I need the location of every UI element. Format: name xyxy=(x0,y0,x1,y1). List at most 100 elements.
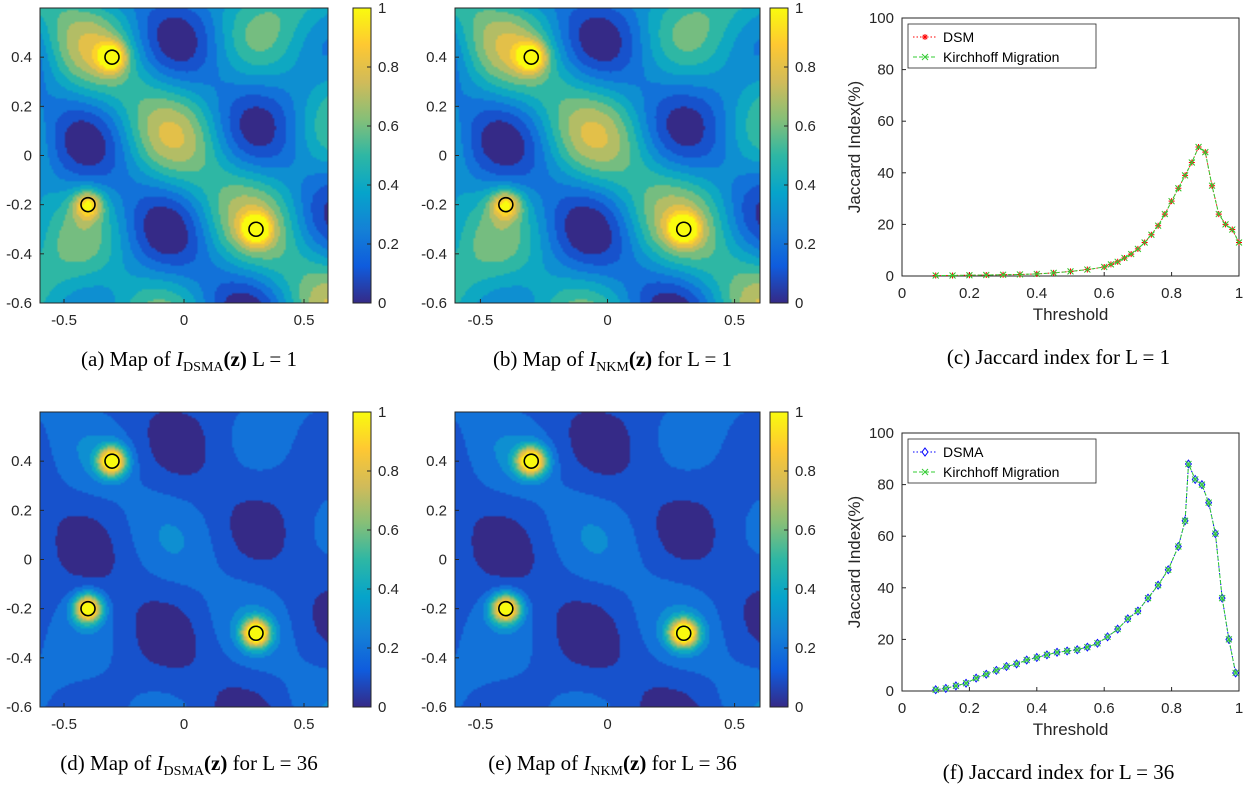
x-tick-label: 0.2 xyxy=(959,700,980,717)
y-tick-label: -0.2 xyxy=(6,197,32,214)
x-tick-label: 0.6 xyxy=(1094,285,1115,302)
data-point xyxy=(1181,517,1189,525)
y-tick-label: -0.6 xyxy=(421,699,447,716)
y-tick-label: -0.2 xyxy=(6,601,32,618)
heatmap-image xyxy=(40,412,328,707)
colorbar-tick-label: 0.4 xyxy=(378,581,399,598)
x-tick-label: 0 xyxy=(180,312,188,329)
x-tick-label: 1 xyxy=(1235,285,1243,302)
data-point xyxy=(1188,159,1196,166)
data-point xyxy=(1164,566,1172,574)
colorbar-tick-label: 0.2 xyxy=(378,236,399,253)
y-tick-label: -0.6 xyxy=(421,295,447,312)
data-point xyxy=(1033,270,1041,278)
data-point xyxy=(1114,625,1122,633)
colorbar-tick-label: 0.8 xyxy=(378,59,399,76)
colorbar-tick-label: 1 xyxy=(378,404,386,421)
panel-caption: (e) Map of INKM(z) for L = 36 xyxy=(488,751,736,779)
y-tick-label: -0.4 xyxy=(421,650,447,667)
x-tick-label: 0.2 xyxy=(959,285,980,302)
caption-tail: for L = 36 xyxy=(646,751,736,775)
colorbar-tick-label: 0.6 xyxy=(795,118,816,135)
legend-label: DSMA xyxy=(943,444,984,460)
caption-subscript: NKM xyxy=(596,360,629,375)
x-tick-label: 0 xyxy=(898,700,906,717)
panel-caption: (a) Map of IDSMA(z) L = 1 xyxy=(81,347,297,375)
y-tick-label: 0.2 xyxy=(11,98,32,115)
y-tick-label: 0 xyxy=(439,148,447,165)
colorbar-tick-label: 0.2 xyxy=(378,640,399,657)
target-circle xyxy=(248,221,264,238)
target-circle xyxy=(104,453,120,469)
legend-label: Kirchhoff Migration xyxy=(943,49,1059,65)
data-point xyxy=(1168,197,1175,205)
legend-marker xyxy=(921,53,929,61)
x-tick-label: -0.5 xyxy=(51,312,77,329)
colorbar-tick-label: 0.6 xyxy=(795,522,816,539)
colorbar-tick-label: 0.2 xyxy=(795,236,816,253)
data-point xyxy=(1144,594,1152,602)
y-tick-label: 100 xyxy=(869,425,894,442)
caption-tail: L = 1 xyxy=(247,347,297,371)
target-circle xyxy=(498,600,514,617)
data-point xyxy=(1043,651,1051,659)
data-point xyxy=(1232,669,1239,677)
data-point xyxy=(1100,263,1108,271)
caption-symbol: I xyxy=(582,751,591,775)
colorbar xyxy=(352,411,372,708)
colorbar-tick-label: 0.4 xyxy=(795,581,816,598)
caption-arg: (z) xyxy=(629,347,652,371)
heatmap-panel-a: -0.5 0 0.5 0.4 0.2 0 -0.2 -0.4 -0.6 0 0.2 0.4 0.6 0.8… xyxy=(6,0,399,375)
legend-marker xyxy=(921,468,929,476)
caption-arg: (z) xyxy=(224,347,247,371)
data-point xyxy=(993,667,1000,674)
target-circle xyxy=(523,49,540,65)
y-tick-label: 20 xyxy=(877,216,894,233)
y-tick-label: 0.2 xyxy=(426,98,447,115)
data-point xyxy=(1201,148,1209,156)
colorbar xyxy=(769,7,789,304)
data-point xyxy=(1154,581,1162,589)
x-tick-label: 0.5 xyxy=(294,312,315,329)
colorbar-tick-label: 0 xyxy=(378,295,386,312)
caption-tail: for L = 36 xyxy=(227,751,317,775)
data-point xyxy=(1185,460,1192,468)
data-point xyxy=(1208,182,1216,190)
data-point xyxy=(972,674,980,682)
caption-symbol: I xyxy=(156,751,165,775)
data-point xyxy=(982,670,990,678)
data-point xyxy=(1174,184,1182,192)
x-tick-label: 0.5 xyxy=(294,716,315,733)
colorbar xyxy=(769,411,789,708)
x-tick-label: 0 xyxy=(898,285,906,302)
panel-caption: (f) Jaccard index for L = 36 xyxy=(943,760,1174,784)
data-point xyxy=(1013,660,1020,668)
legend-box xyxy=(907,23,1097,69)
data-point xyxy=(1067,268,1074,275)
x-axis-label: Threshold xyxy=(1033,720,1109,739)
data-point xyxy=(1050,269,1058,277)
y-tick-label: -0.4 xyxy=(6,246,32,263)
x-tick-label: -0.5 xyxy=(467,716,493,733)
data-point xyxy=(1083,266,1091,273)
data-point xyxy=(982,271,990,279)
y-tick-label: 0.2 xyxy=(426,502,447,519)
x-tick-label: 0.8 xyxy=(1161,700,1182,717)
colorbar-tick-label: 1 xyxy=(795,0,803,17)
target-circle xyxy=(523,453,540,469)
y-tick-label: 0 xyxy=(439,552,447,569)
colorbar-tick-label: 1 xyxy=(378,0,386,17)
data-point xyxy=(1124,615,1132,623)
colorbar-tick-label: 0.8 xyxy=(795,59,816,76)
data-point xyxy=(999,271,1007,279)
legend-marker xyxy=(922,34,928,40)
colorbar-tick-label: 0.6 xyxy=(378,522,399,539)
x-tick-label: 0 xyxy=(603,312,611,329)
target-circle xyxy=(675,221,692,238)
caption-subscript: DSMA xyxy=(183,360,224,375)
data-point xyxy=(1181,172,1189,179)
panel-caption: (d) Map of IDSMA(z) for L = 36 xyxy=(60,751,317,779)
colorbar-tick-label: 0.4 xyxy=(795,177,816,194)
x-tick-label: 0.5 xyxy=(724,312,745,329)
